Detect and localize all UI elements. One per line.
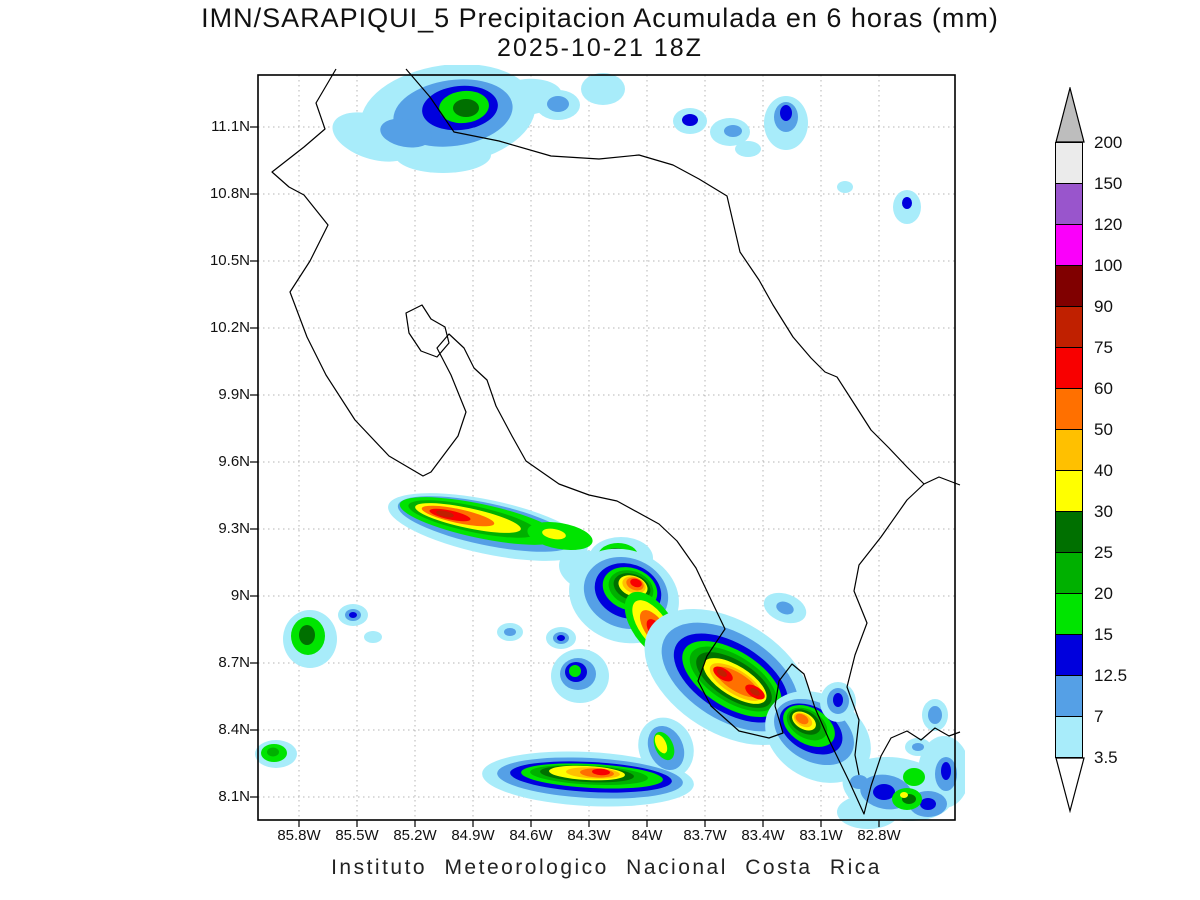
- axis-ticks: [250, 126, 880, 827]
- y-tick-label: 9.6N: [218, 453, 250, 470]
- colorbar-segment: [1055, 224, 1083, 266]
- y-tick-label: 10.2N: [209, 319, 250, 336]
- y-tick-label: 10.5N: [209, 252, 250, 269]
- colorbar-segment: [1055, 183, 1083, 225]
- colorbar-label: 200: [1094, 133, 1123, 152]
- border-panama: [846, 483, 925, 776]
- colorbar-segment: [1055, 429, 1083, 471]
- colorbar-segment: [1055, 347, 1083, 389]
- colorbar-label: 3.5: [1094, 748, 1118, 767]
- precip-region-central-band: [558, 548, 948, 783]
- chart-subtitle: 2025-10-21 18Z: [497, 34, 703, 62]
- x-tick-label: 85.2W: [393, 827, 437, 844]
- colorbar-label: 90: [1094, 297, 1113, 316]
- x-tick-label: 85.5W: [335, 827, 379, 844]
- colorbar-label: 60: [1094, 379, 1113, 398]
- colorbar-segment: [1055, 593, 1083, 635]
- map-plot-area: [248, 63, 970, 830]
- y-tick-label: 8.4N: [218, 721, 250, 738]
- precip-region-southwest-offshore: [255, 604, 609, 768]
- colorbar-segment: [1055, 306, 1083, 348]
- coastline: [271, 68, 961, 815]
- colorbar-segment: [1055, 552, 1083, 594]
- y-tick-label: 10.8N: [209, 185, 250, 202]
- colorbar-label: 50: [1094, 420, 1113, 439]
- x-tick-label: 84.9W: [451, 827, 495, 844]
- colorbar-label: 120: [1094, 215, 1123, 234]
- colorbar-label: 40: [1094, 461, 1113, 480]
- colorbar-label: 75: [1094, 338, 1113, 357]
- colorbar-segment: [1055, 511, 1083, 553]
- precip-region-south-coastal-band: [482, 717, 694, 807]
- x-tick-label: 85.8W: [277, 827, 321, 844]
- x-tick-label: 83.4W: [741, 827, 785, 844]
- x-tick-label: 83.1W: [799, 827, 843, 844]
- gulf-of-nicoya-island: [405, 304, 450, 358]
- y-tick-label: 8.1N: [218, 788, 250, 805]
- colorbar-label: 15: [1094, 625, 1113, 644]
- coastline-pacific: [271, 68, 961, 815]
- x-tick-label: 83.7W: [683, 827, 727, 844]
- colorbar-segment: [1055, 470, 1083, 512]
- colorbar-segment: [1055, 634, 1083, 676]
- colorbar-segment: [1055, 142, 1083, 184]
- colorbar-bottom-arrow: [1055, 757, 1085, 813]
- colorbar-label: 20: [1094, 584, 1113, 603]
- colorbar-label: 12.5: [1094, 666, 1128, 685]
- chart-title: IMN/SARAPIQUI_5 Precipitacion Acumulada …: [201, 3, 999, 33]
- x-tick-label: 84W: [631, 827, 663, 844]
- precip-region-north: [332, 63, 921, 224]
- x-tick-label: 84.3W: [567, 827, 611, 844]
- coastline-caribbean-border: [405, 68, 961, 486]
- colorbar-label: 150: [1094, 174, 1123, 193]
- colorbar-label: 7: [1094, 707, 1104, 726]
- colorbar-segment: [1055, 388, 1083, 430]
- colorbar-label: 30: [1094, 502, 1113, 521]
- colorbar: [1055, 87, 1085, 813]
- x-tick-label: 84.6W: [509, 827, 553, 844]
- precipitation-map: [250, 63, 970, 829]
- y-tick-label: 9.3N: [218, 520, 250, 537]
- footer-text: Instituto Meteorologico Nacional Costa R…: [331, 856, 882, 879]
- y-tick-label: 9.9N: [218, 386, 250, 403]
- colorbar-segment: [1055, 675, 1083, 717]
- colorbar-label: 100: [1094, 256, 1123, 275]
- y-tick-label: 8.7N: [218, 654, 250, 671]
- plot-border: [257, 74, 956, 821]
- colorbar-segment: [1055, 265, 1083, 307]
- colorbar-top-arrow: [1055, 87, 1085, 143]
- y-tick-label: 11.1N: [211, 118, 250, 135]
- colorbar-segment: [1055, 716, 1083, 758]
- x-tick-label: 82.8W: [857, 827, 901, 844]
- colorbar-label: 25: [1094, 543, 1113, 562]
- y-tick-label: 9N: [230, 587, 250, 604]
